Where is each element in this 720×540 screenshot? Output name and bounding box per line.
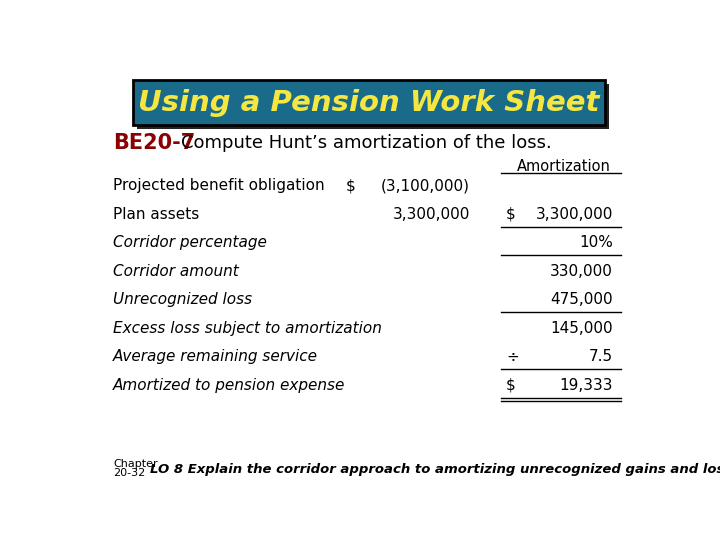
Text: LO 8 Explain the corridor approach to amortizing unrecognized gains and losses.: LO 8 Explain the corridor approach to am…: [150, 463, 720, 476]
Text: Excess loss subject to amortization: Excess loss subject to amortization: [113, 321, 382, 336]
Text: Average remaining service: Average remaining service: [113, 349, 318, 364]
Text: Amortized to pension expense: Amortized to pension expense: [113, 377, 346, 393]
Text: 3,300,000: 3,300,000: [536, 207, 613, 222]
FancyBboxPatch shape: [137, 84, 609, 129]
Text: Amortization: Amortization: [517, 159, 611, 174]
Text: $: $: [506, 377, 516, 393]
Text: 475,000: 475,000: [551, 292, 613, 307]
Text: Compute Hunt’s amortization of the loss.: Compute Hunt’s amortization of the loss.: [181, 134, 552, 152]
Text: (3,100,000): (3,100,000): [381, 178, 469, 193]
Text: 20-32: 20-32: [113, 468, 145, 478]
Text: $: $: [346, 178, 356, 193]
Text: BE20-7: BE20-7: [113, 133, 196, 153]
Text: 7.5: 7.5: [589, 349, 613, 364]
Text: Using a Pension Work Sheet: Using a Pension Work Sheet: [138, 89, 600, 117]
Text: Unrecognized loss: Unrecognized loss: [113, 292, 253, 307]
Text: 145,000: 145,000: [551, 321, 613, 336]
Text: ÷: ÷: [506, 349, 519, 364]
Text: 330,000: 330,000: [550, 264, 613, 279]
Text: Corridor percentage: Corridor percentage: [113, 235, 267, 250]
Text: Plan assets: Plan assets: [113, 207, 199, 222]
FancyBboxPatch shape: [132, 80, 606, 125]
Text: 10%: 10%: [580, 235, 613, 250]
Text: 3,300,000: 3,300,000: [392, 207, 469, 222]
Text: Corridor amount: Corridor amount: [113, 264, 239, 279]
Text: Chapter: Chapter: [113, 460, 158, 469]
Text: 19,333: 19,333: [559, 377, 613, 393]
Text: Projected benefit obligation: Projected benefit obligation: [113, 178, 325, 193]
Text: $: $: [506, 207, 516, 222]
